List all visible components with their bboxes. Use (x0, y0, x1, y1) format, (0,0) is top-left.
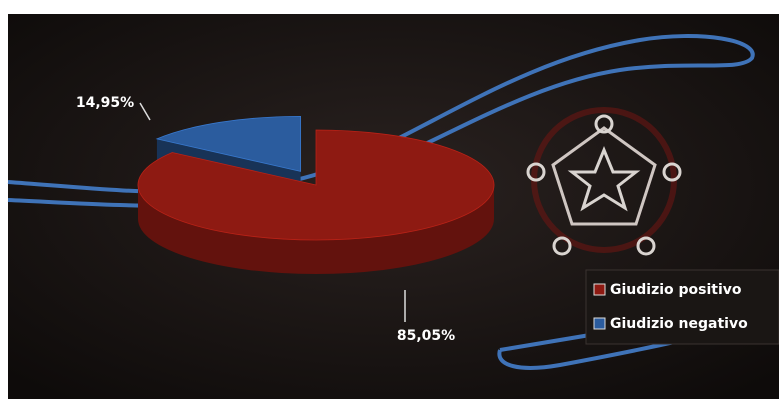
legend (585, 269, 779, 345)
pie (137, 115, 495, 274)
legend-label: Giudizio positivo (610, 282, 742, 298)
slice-side (138, 185, 494, 274)
label-leader (139, 102, 151, 121)
legend-label: Giudizio negativo (610, 316, 748, 332)
pie-slice (155, 115, 302, 172)
legend-swatch (593, 283, 606, 296)
legend-swatch (593, 317, 606, 330)
pie-slice (137, 129, 495, 241)
data-label: 14,95% (76, 95, 134, 111)
logo (526, 107, 682, 256)
data-label: 85,05% (397, 328, 455, 344)
